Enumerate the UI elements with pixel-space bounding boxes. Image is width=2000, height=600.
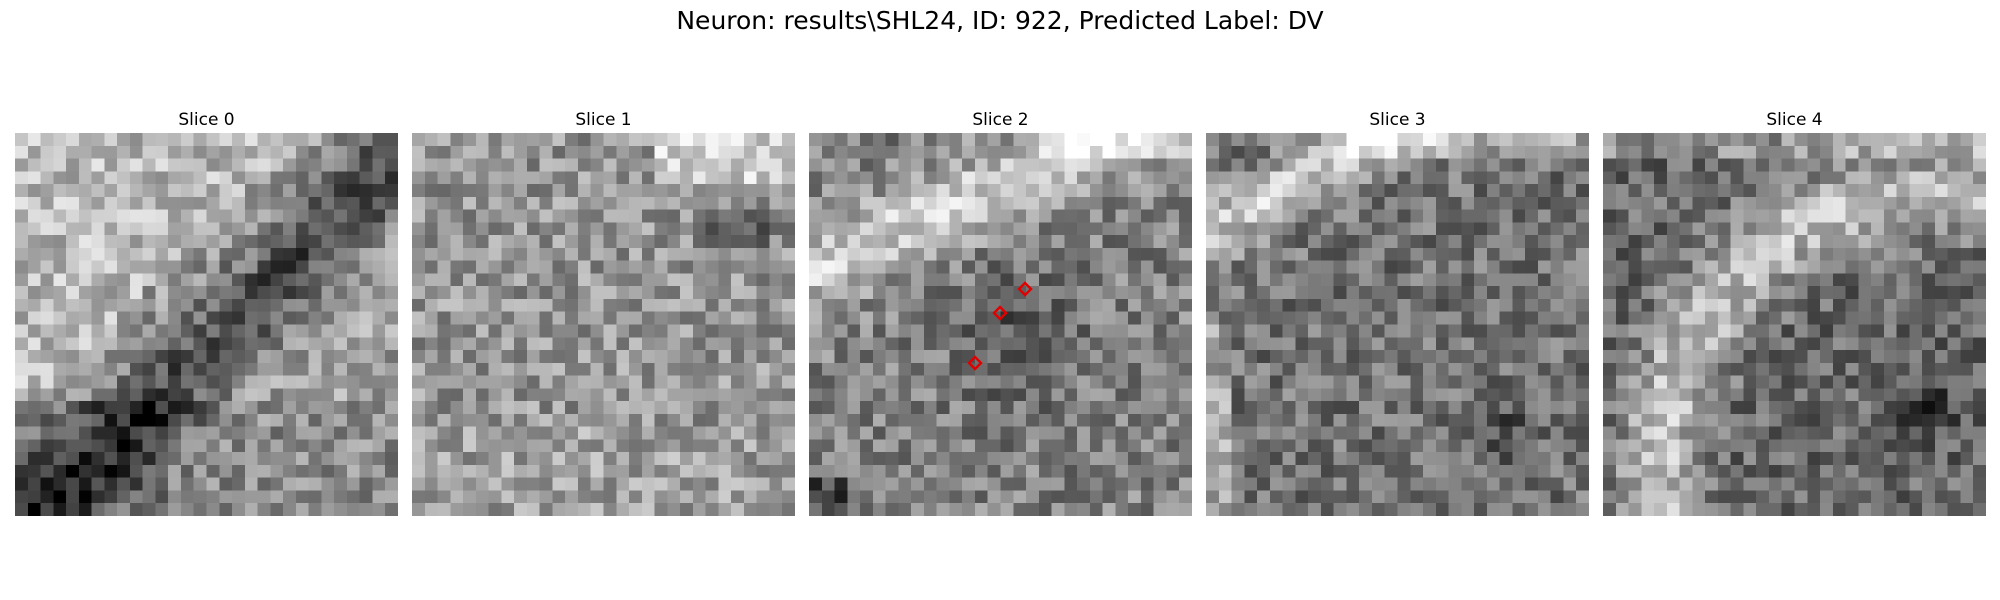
slice-panel-2: Slice 2 xyxy=(809,108,1192,516)
slice-image xyxy=(412,133,795,516)
slice-title: Slice 1 xyxy=(575,110,632,130)
slice-panel-4: Slice 4 xyxy=(1603,108,1986,516)
slice-title: Slice 0 xyxy=(178,110,235,130)
slice-panel-3: Slice 3 xyxy=(1206,108,1589,516)
slice-panel-0: Slice 0 xyxy=(15,108,398,516)
slice-image xyxy=(809,133,1192,516)
red-diamond-marker xyxy=(967,355,983,371)
red-diamond-marker xyxy=(992,305,1008,321)
slice-image xyxy=(1603,133,1986,516)
marker-overlay xyxy=(967,281,1033,371)
slice-panel-1: Slice 1 xyxy=(412,108,795,516)
slice-image xyxy=(1206,133,1589,516)
figure-title: Neuron: results\SHL24, ID: 922, Predicte… xyxy=(676,6,1324,35)
slice-title: Slice 4 xyxy=(1766,110,1823,130)
slice-image xyxy=(15,133,398,516)
slice-title: Slice 2 xyxy=(972,110,1029,130)
red-diamond-marker xyxy=(1017,281,1033,297)
slice-title: Slice 3 xyxy=(1369,110,1426,130)
